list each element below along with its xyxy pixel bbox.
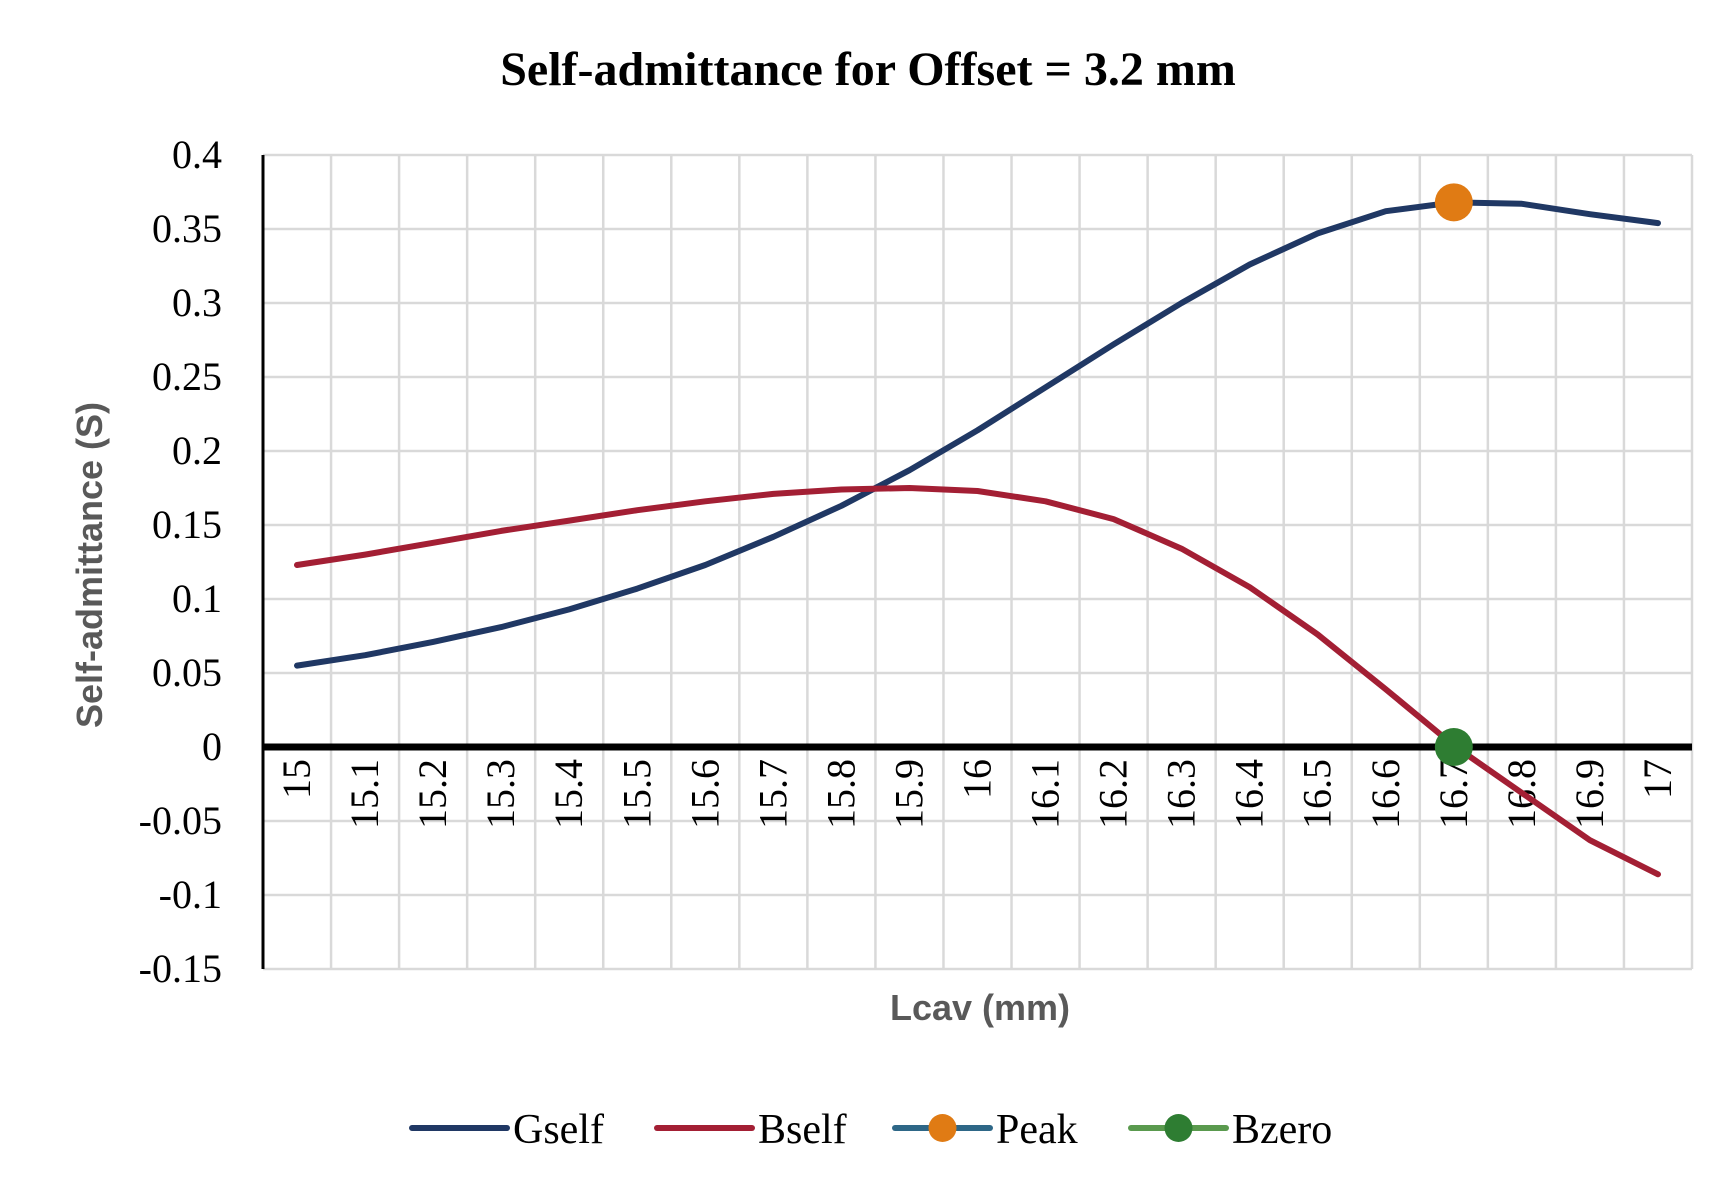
y-tick-label: 0.35 [152,206,222,251]
marker-bzero [1434,728,1473,766]
legend-label-peak: Peak [996,1107,1078,1153]
x-tick-label: 16.2 [1091,759,1136,829]
x-tick-label: 15.7 [750,759,795,829]
axes [261,155,1692,969]
grid-lines [261,153,1694,971]
x-axis-ticks: 15 15.1 15.2 15.3 15.4 15.5 15.6 15.7 15.8 15.9 16… [274,759,1680,829]
x-tick-label: 16.3 [1159,759,1204,829]
series-line-gself [294,199,1661,669]
x-tick-label: 15.2 [410,759,455,829]
legend-marker-peak [928,1114,957,1142]
y-tick-label: 0 [202,724,222,769]
series-line-bself [294,485,1661,878]
y-tick-label: 0.3 [172,280,222,325]
legend-label-bzero: Bzero [1232,1107,1332,1153]
legend-label-gself: Gself [513,1107,604,1153]
chart-title: Self-admittance for Offset = 3.2 mm [500,43,1236,96]
legend: Gself Bself Peak Bzero [409,1107,1332,1153]
y-tick-label: -0.1 [159,872,222,917]
x-tick-label: 16.1 [1023,759,1068,829]
legend-marker-bzero [1164,1114,1193,1142]
y-tick-label: 0.4 [172,132,222,177]
y-tick-label: 0.05 [152,650,222,695]
y-tick-label: -0.15 [139,946,222,991]
x-tick-label: 16 [955,759,1000,799]
x-tick-label: 17 [1635,759,1680,799]
x-tick-label: 15.3 [478,759,523,829]
series-lines [294,199,1661,878]
y-tick-label: 0.25 [152,354,222,399]
legend-label-bself: Bself [758,1107,847,1153]
x-tick-label: 16.6 [1363,759,1408,829]
y-axis-title: Self-admittance (S) [69,402,110,728]
y-tick-label: 0.1 [172,576,222,621]
x-tick-label: 15.8 [818,759,863,829]
x-tick-label: 16.5 [1295,759,1340,829]
x-tick-label: 16.9 [1567,759,1612,829]
x-tick-label: 15.6 [682,759,727,829]
x-tick-label: 15 [274,759,319,799]
y-tick-label: -0.05 [139,798,222,843]
y-axis-ticks: 0.4 0.35 0.3 0.25 0.2 0.15 0.1 0.05 0 -0.05 -0.1 -0… [139,132,222,991]
x-axis-title: Lcav (mm) [890,987,1070,1028]
x-tick-label: 15.5 [614,759,659,829]
x-tick-label: 16.7 [1431,759,1476,829]
marker-peak [1434,183,1473,222]
y-tick-label: 0.2 [172,428,222,473]
x-tick-label: 15.9 [886,759,931,829]
y-tick-label: 0.15 [152,502,222,547]
x-tick-label: 16.4 [1227,759,1272,829]
x-tick-label: 15.1 [342,759,387,829]
series-markers [1434,183,1473,766]
x-tick-label: 15.4 [546,759,591,829]
